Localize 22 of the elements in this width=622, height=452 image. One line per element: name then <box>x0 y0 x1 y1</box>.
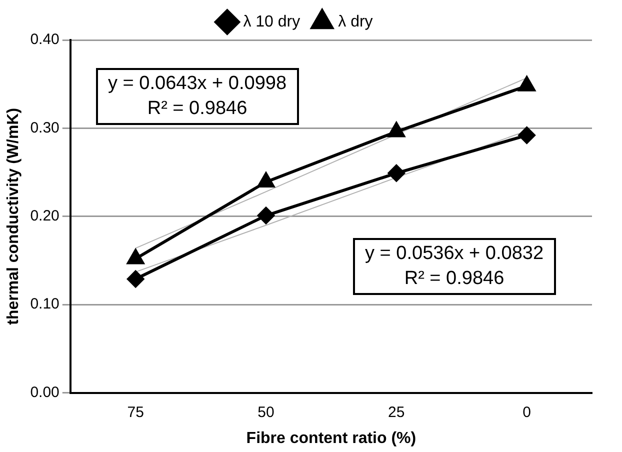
y-tick-label: 0.40 <box>30 31 60 48</box>
x-tick-label: 25 <box>388 404 405 421</box>
point <box>388 122 405 138</box>
x-axis-title: Fibre content ratio (%) <box>246 430 416 447</box>
y-tick-label: 0.10 <box>30 296 60 313</box>
annotation: y = 0.0536x + 0.0832 R² = 0.9846 <box>353 238 556 296</box>
point <box>388 164 405 182</box>
y-tick-label: 0.20 <box>30 208 60 225</box>
point <box>127 270 144 288</box>
y-tick-label: 0.00 <box>30 384 60 401</box>
point <box>518 76 536 92</box>
point <box>258 172 274 188</box>
legend-label: λ dry <box>338 13 373 30</box>
x-tick-label: 50 <box>258 404 274 421</box>
point <box>518 126 536 144</box>
point <box>257 207 274 224</box>
y-axis-title: thermal conductivity (W/mK) <box>5 108 22 325</box>
x-tick-label: 0 <box>522 404 531 421</box>
y-tick-label: 0.30 <box>30 119 60 136</box>
x-tick-label: 75 <box>127 404 144 421</box>
legend-label: λ 10 dry <box>243 13 300 30</box>
annotation: y = 0.0643x + 0.0998 R² = 0.9846 <box>96 68 299 126</box>
